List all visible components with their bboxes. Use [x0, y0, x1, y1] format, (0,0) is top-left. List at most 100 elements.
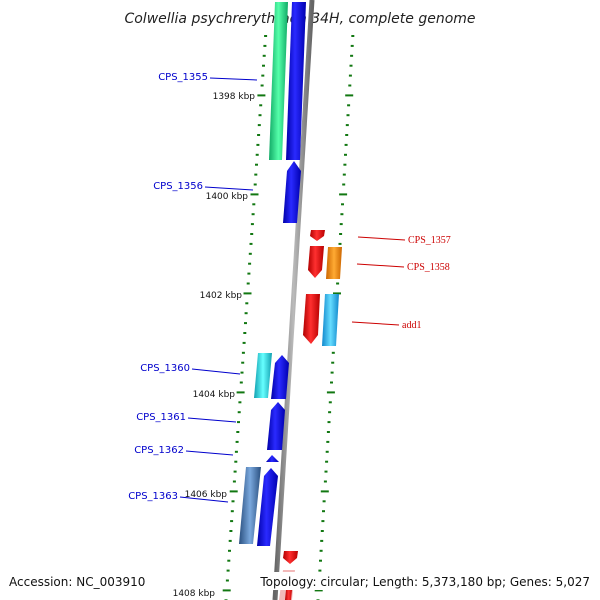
scale-tick [237, 411, 241, 414]
scale-tick [255, 153, 259, 156]
scale-tick [240, 371, 244, 374]
scale-tick [320, 490, 329, 493]
scale-tick [348, 84, 352, 87]
label-line-CPS_1361 [187, 417, 237, 423]
kbp-label-1400: 1400 kbp [206, 192, 249, 202]
scale-tick [235, 440, 239, 443]
kbp-label-1398: 1398 kbp [213, 92, 256, 102]
summary-bg [258, 572, 594, 590]
scale-tick [264, 35, 268, 37]
summary-text: Topology: circular; Length: 5,373,180 bp… [259, 575, 590, 589]
gene-label-CPS_1357[interactable]: CPS_1357 [408, 235, 451, 246]
gene-label-CPS_1358[interactable]: CPS_1358 [407, 262, 450, 273]
scale-tick [256, 143, 260, 146]
label-line-CPS_1355 [209, 77, 258, 81]
scale-tick [326, 391, 335, 394]
scale-tick [350, 44, 354, 47]
gene-CPS_1361[interactable] [267, 402, 285, 450]
scale-tick [339, 233, 343, 235]
scale-tick [257, 134, 261, 136]
label-line-CPS_1357 [357, 236, 406, 241]
scale-tick [320, 539, 324, 542]
scale-tick [236, 391, 245, 394]
label-line-CPS_1363 [179, 496, 229, 503]
scale-tick [318, 569, 322, 572]
label-line-CPS_1356 [204, 186, 254, 191]
gene-label-CPS_1362[interactable]: CPS_1362 [134, 445, 184, 456]
scale-tick [226, 569, 230, 572]
scale-tick [325, 450, 329, 453]
scale-tick [245, 302, 249, 305]
scale-tick [328, 411, 332, 414]
scale-tick [232, 480, 236, 483]
kbp-label-1402: 1402 kbp [200, 291, 243, 301]
gene-label-CPS_1363[interactable]: CPS_1363 [128, 491, 178, 502]
scale-tick [342, 183, 346, 186]
accession-bg [6, 572, 152, 590]
scale-tick [344, 143, 348, 146]
label-line-add1 [351, 321, 400, 326]
gene-CPS_1362[interactable] [266, 455, 279, 462]
scale-tick [258, 114, 262, 117]
scale-tick [326, 440, 330, 443]
gene-label-CPS_1355[interactable]: CPS_1355 [158, 72, 208, 83]
scale-tick [350, 54, 354, 57]
scale-tick [344, 153, 347, 156]
scale-tick [249, 242, 253, 245]
scale-tick [243, 292, 252, 295]
scale-tick [233, 470, 237, 473]
gene-CPS_1356[interactable] [283, 161, 301, 223]
scale-tick [345, 134, 349, 136]
cds-arrow [310, 230, 325, 241]
scale-tick [241, 351, 245, 354]
cds-arrow [257, 468, 278, 546]
scale-tick [248, 252, 252, 255]
scale-tick [349, 64, 353, 67]
gene-CPS_1355[interactable] [269, 2, 306, 160]
scale-tick [228, 549, 231, 552]
scale-tick [333, 292, 341, 295]
scale-tick [234, 460, 238, 463]
scale-tick [321, 520, 325, 523]
scale-tick [340, 213, 344, 216]
scale-tick [253, 183, 257, 186]
cds-arrow [283, 551, 298, 564]
gene-CPS_1357[interactable] [310, 230, 325, 241]
scale-tick [225, 579, 229, 582]
gene-label-CPS_1356[interactable]: CPS_1356 [153, 181, 203, 192]
scale-tick [244, 312, 248, 315]
scale-tick [250, 233, 254, 235]
scale-tick [248, 262, 252, 265]
scale-tick [339, 223, 343, 226]
scale-tick [231, 500, 235, 503]
scale-tick [341, 203, 344, 206]
scale-tick [236, 431, 240, 433]
scale-tick [263, 44, 267, 47]
scale-tick [257, 124, 261, 127]
scale-tick [257, 94, 266, 97]
gene-CPS_1360[interactable] [254, 353, 289, 399]
feature-bar [254, 353, 272, 398]
scale-tick [319, 549, 323, 552]
scale-tick [346, 114, 350, 117]
scale-tick [254, 173, 258, 176]
scale-tick [237, 421, 240, 424]
scale-tick [339, 193, 348, 196]
gene-CPS_1358[interactable] [308, 246, 342, 279]
gene-label-CPS_1361[interactable]: CPS_1361 [136, 412, 186, 423]
scale-tick [345, 124, 349, 127]
feature-bar [326, 247, 342, 279]
feature-bar [239, 467, 261, 544]
scale-tick [348, 74, 352, 77]
scale-tick [345, 94, 354, 97]
gene-CPS_1363[interactable] [239, 467, 278, 546]
scale-tick [343, 163, 347, 166]
scale-tick [238, 401, 242, 404]
gene-label-CPS_1360[interactable]: CPS_1360 [140, 363, 190, 374]
scale-tick [234, 450, 238, 453]
gene-label-add1[interactable]: add1 [402, 320, 421, 331]
cds-arrow [308, 246, 324, 278]
scale-tick [328, 401, 332, 404]
gene-add1[interactable] [303, 294, 339, 346]
scale-tick [327, 421, 331, 424]
